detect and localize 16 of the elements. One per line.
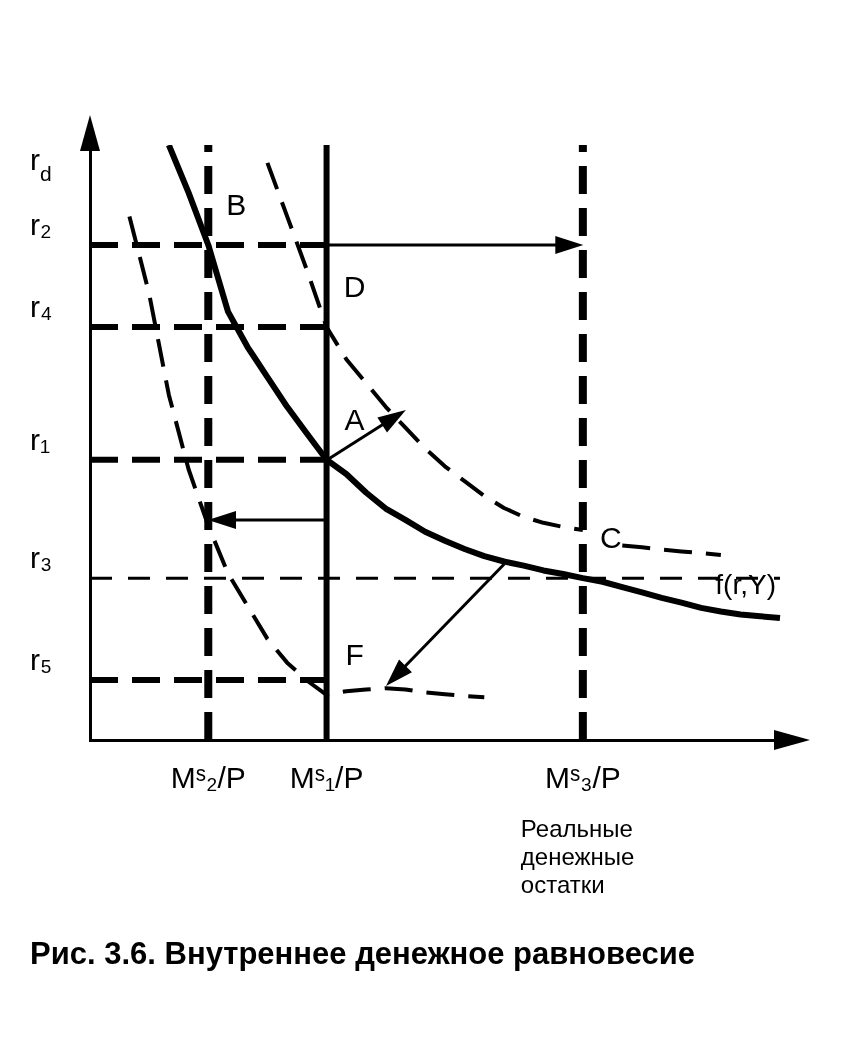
series-label: r₄ xyxy=(30,290,53,324)
series-label: r₂ xyxy=(30,208,52,242)
x-axis-title: Реальные денежные остатки xyxy=(520,814,635,898)
annotation: A xyxy=(344,403,365,437)
series-label: f(r,Y) xyxy=(715,568,776,600)
series-label: r₅ xyxy=(30,643,53,677)
ref-line-label: r₃ xyxy=(30,541,53,575)
annotation: C xyxy=(600,521,622,555)
x-tick-label: Mˢ₂/P xyxy=(170,761,246,795)
annotation: D xyxy=(343,270,366,304)
annotation: F xyxy=(345,638,364,672)
text: Рис. 3.6. Внутреннее денежное равновесие xyxy=(30,936,696,972)
series-label: r₁ xyxy=(30,423,51,457)
x-tick-label: Mˢ₁/P xyxy=(289,761,364,795)
annotation: B xyxy=(226,188,247,222)
x-tick-label: Mˢ₃/P xyxy=(544,761,621,795)
